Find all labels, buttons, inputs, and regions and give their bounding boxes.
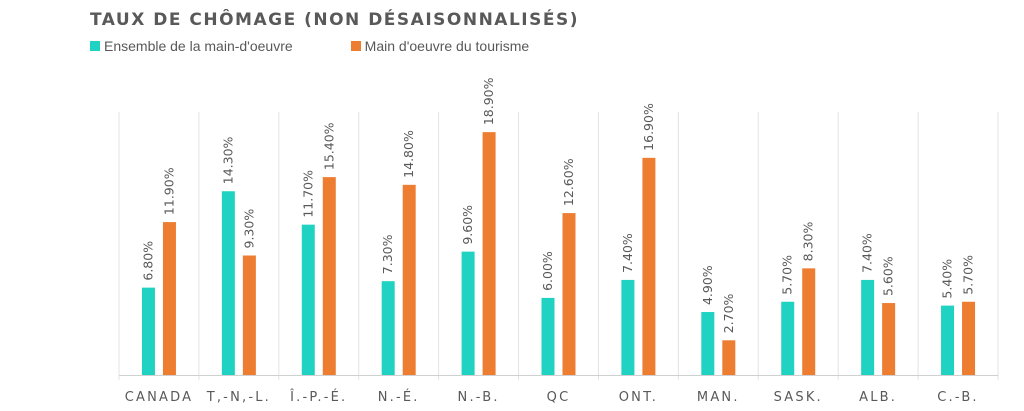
data-label: 7.40% [620, 233, 635, 273]
bar-tourism [242, 255, 256, 375]
data-label: 5.70% [780, 255, 795, 295]
data-label: 2.70% [721, 293, 736, 333]
legend-item-total: Ensemble de la main-d'oeuvre [90, 38, 293, 54]
category-label: ONT. [619, 390, 658, 405]
data-label: 6.80% [140, 241, 155, 281]
legend-swatch-tourism [350, 41, 361, 51]
legend-swatch-total [90, 41, 100, 51]
data-label: 9.60% [460, 205, 475, 245]
data-label: 11.70% [300, 170, 315, 218]
bar-tourism [722, 340, 736, 375]
category-label: ALB. [859, 390, 897, 405]
bar-tourism [642, 157, 656, 375]
category-label: Î.-P.-É. [289, 389, 347, 405]
bar-total [301, 224, 315, 375]
data-label: 5.40% [940, 259, 955, 299]
bar-tourism [962, 301, 976, 375]
category-label: N.-B. [458, 390, 500, 405]
bar-total [861, 279, 875, 375]
legend: Ensemble de la main-d'oeuvre Main d'oeuv… [90, 38, 587, 54]
data-label: 15.40% [321, 122, 336, 170]
category-label: C.-B. [937, 390, 979, 405]
data-label: 7.40% [860, 233, 875, 273]
bar-total [621, 279, 635, 375]
data-label: 16.90% [641, 103, 656, 151]
bar-total [381, 281, 395, 375]
data-label: 6.00% [540, 251, 555, 291]
data-label: 12.60% [561, 158, 576, 206]
legend-label-tourism: Main d'oeuvre du tourisme [364, 38, 530, 54]
legend-item-tourism: Main d'oeuvre du tourisme [350, 38, 530, 54]
data-label: 14.80% [401, 130, 416, 178]
bar-tourism [882, 303, 896, 375]
bar-tourism [562, 213, 576, 375]
data-label: 5.60% [881, 256, 896, 296]
data-label: 7.30% [380, 234, 395, 274]
data-label: 14.30% [220, 136, 235, 184]
bar-total [541, 297, 555, 375]
bar-total [141, 287, 155, 375]
category-label: CANADA [125, 390, 193, 405]
bar-total [701, 312, 715, 375]
category-label: N.-É. [378, 389, 420, 405]
bar-tourism [402, 184, 416, 375]
bar-total [781, 301, 795, 375]
legend-label-total: Ensemble de la main-d'oeuvre [104, 38, 293, 54]
bar-tourism [802, 268, 816, 375]
data-label: 4.90% [700, 265, 715, 305]
chart-title: TAUX DE CHÔMAGE (NON DÉSAISONNALISÉS) [90, 10, 579, 30]
category-label: T,-N,-L. [206, 390, 271, 405]
bar-tourism [162, 222, 176, 375]
category-label: MAN. [697, 390, 740, 405]
category-label: QC [547, 390, 571, 405]
bar-total [461, 251, 475, 375]
bar-total [221, 191, 235, 375]
data-label: 11.90% [161, 167, 176, 215]
data-label: 18.90% [481, 77, 496, 125]
category-label: SASK. [774, 390, 823, 405]
data-label: 5.70% [961, 255, 976, 295]
data-label: 9.30% [241, 209, 256, 249]
data-label: 8.30% [801, 222, 816, 262]
bar-total [941, 305, 955, 375]
bar-tourism [482, 132, 496, 375]
bar-tourism [322, 177, 336, 375]
